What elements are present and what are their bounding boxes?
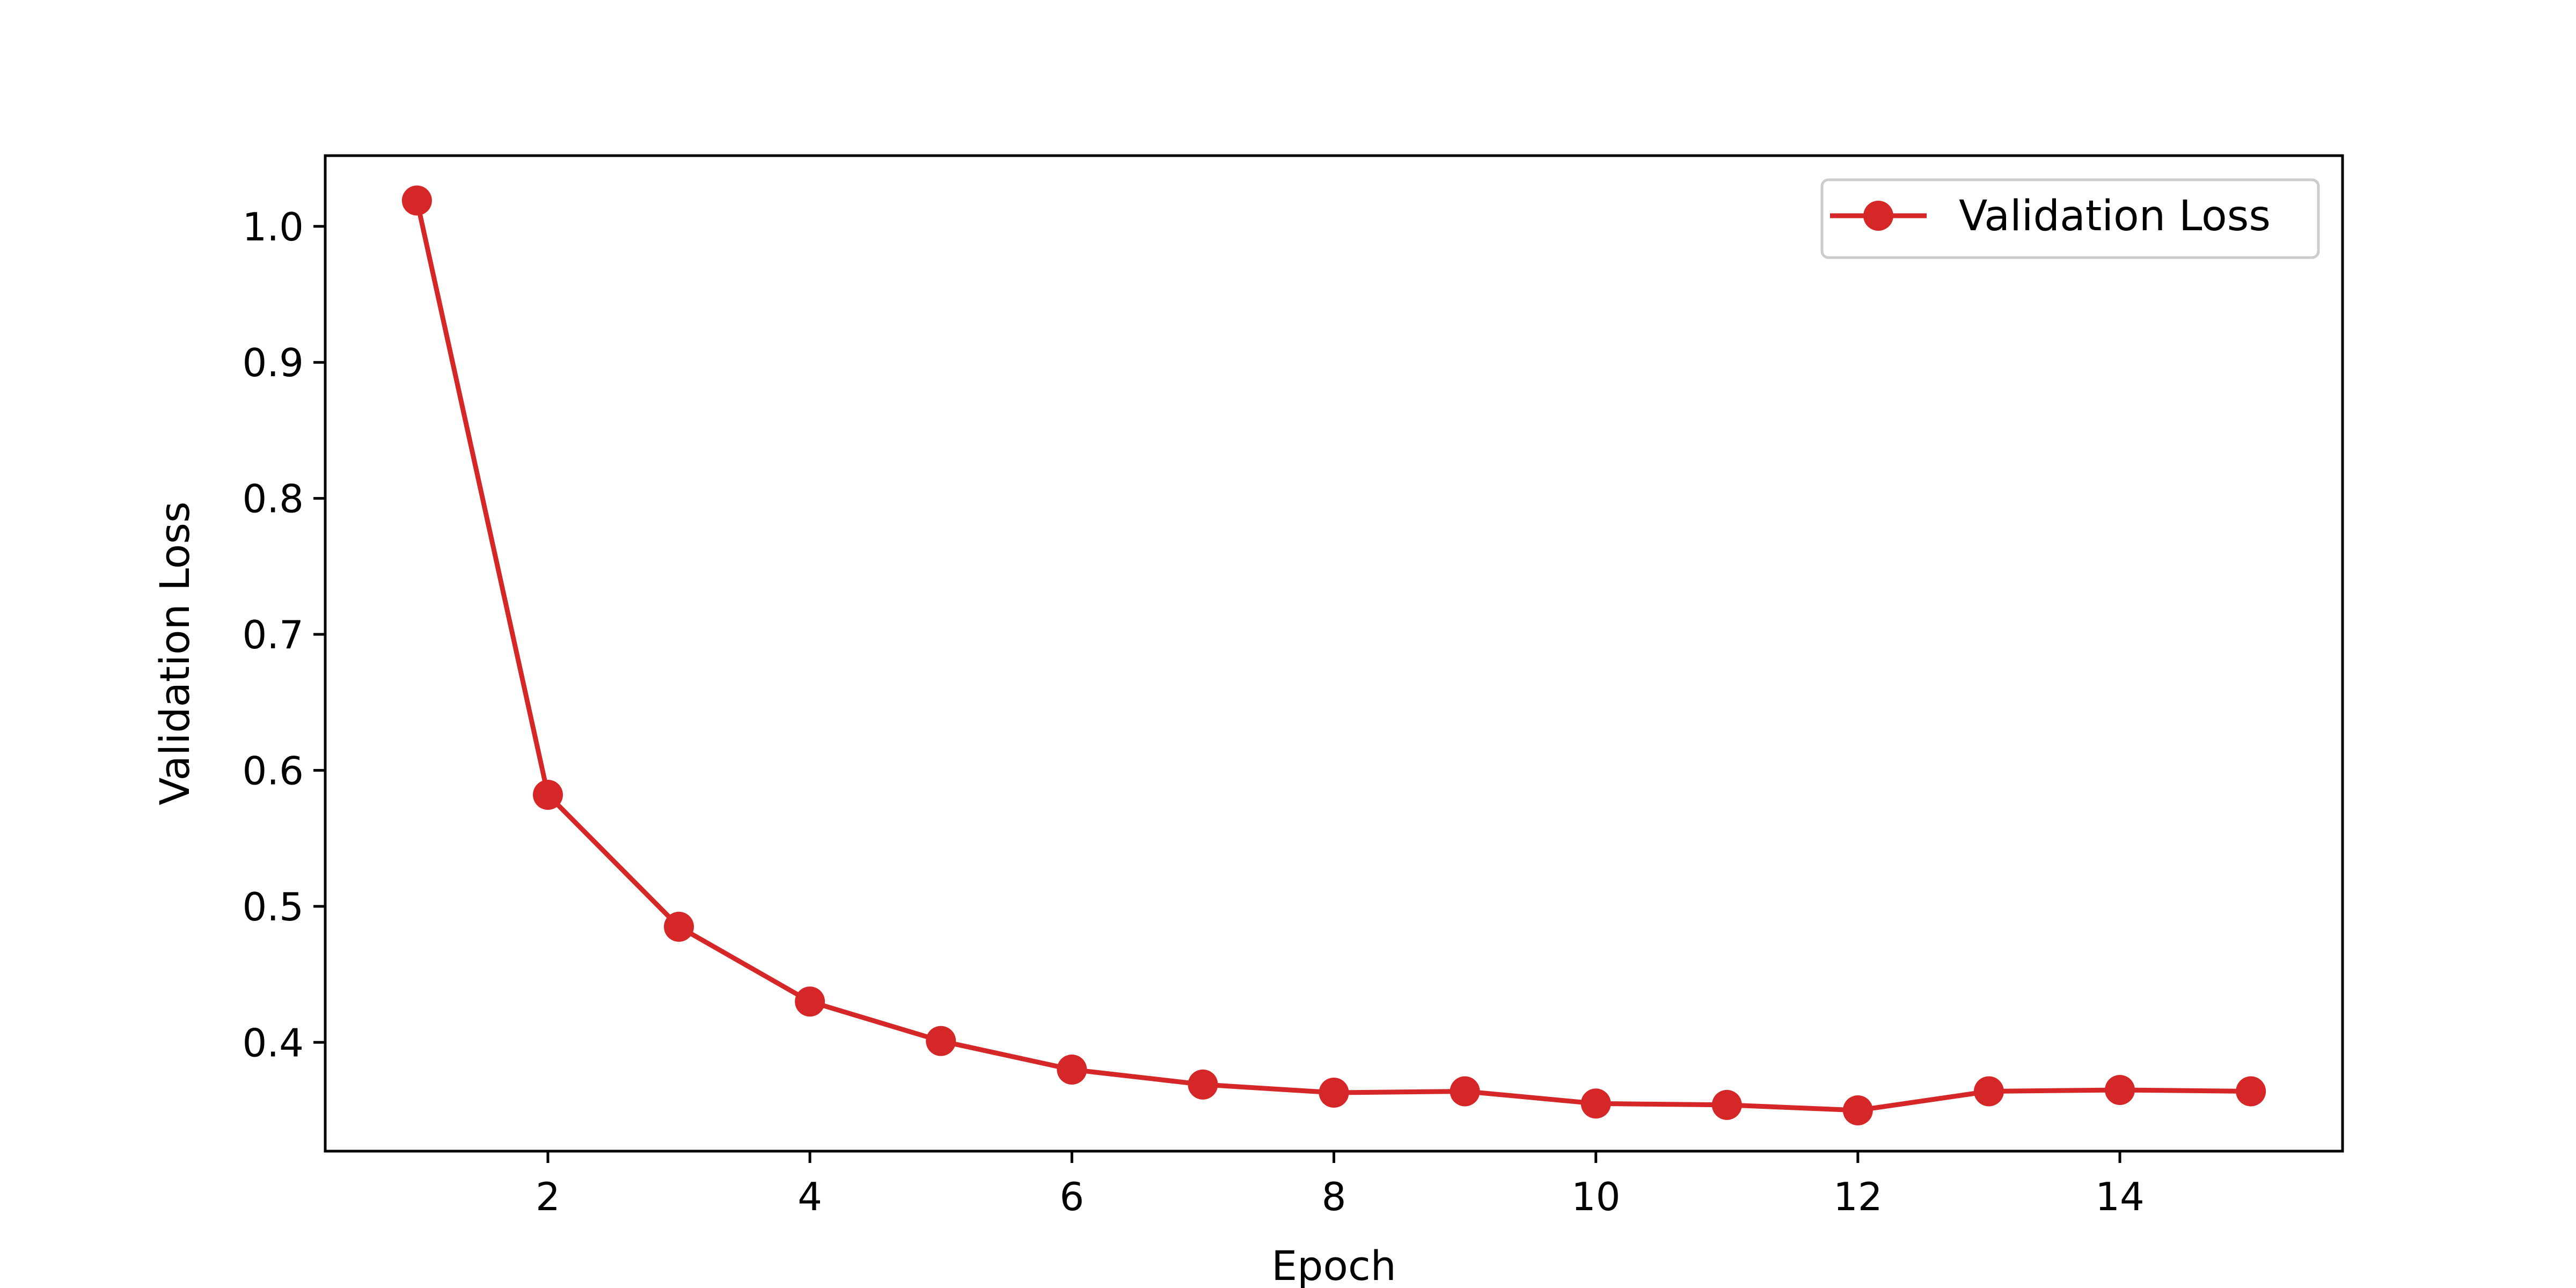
data-point [1580,1088,1611,1119]
data-point [1711,1089,1742,1120]
x-tick-label: 4 [797,1174,822,1219]
data-point [1057,1054,1087,1085]
legend-box [1820,178,2320,259]
y-tick-label: 0.4 [242,1020,304,1065]
y-tick-label: 0.9 [242,340,304,385]
y-axis-title: Validation Loss [151,501,199,805]
legend: Validation Loss [1820,178,2320,259]
x-axis-ticks: 2 4 6 8 10 12 14 [536,1151,2145,1219]
plot-area-frame [324,154,2344,1153]
x-axis-title: Epoch [1271,1242,1396,1288]
data-point [1319,1078,1349,1108]
x-tick-label: 10 [1571,1174,1621,1219]
series-layer [401,185,2266,1125]
data-point [2236,1076,2266,1107]
y-tick-label: 0.6 [242,748,304,793]
data-point [1842,1095,1873,1125]
x-tick-label: 14 [2095,1174,2145,1219]
data-point [532,780,563,810]
data-point [926,1026,956,1056]
y-tick-label: 0.8 [242,477,304,522]
data-point [1188,1069,1218,1100]
y-tick-label: 0.5 [242,884,304,930]
x-tick-label: 2 [536,1174,560,1219]
y-tick-label: 0.7 [242,612,304,657]
data-point [795,986,825,1017]
y-axis-ticks: 0.4 0.5 0.6 0.7 0.8 0.9 1.0 [242,204,325,1065]
x-tick-label: 6 [1059,1174,1084,1219]
x-tick-label: 8 [1322,1174,1346,1219]
data-point [1973,1076,2004,1107]
x-tick-label: 12 [1833,1174,1883,1219]
data-point [2105,1074,2135,1105]
legend-label: Validation Loss [1959,192,2271,240]
legend-marker [1863,201,1893,231]
data-point [664,911,694,942]
y-tick-label: 1.0 [242,204,304,250]
data-point [1450,1076,1480,1107]
data-point [401,185,432,216]
